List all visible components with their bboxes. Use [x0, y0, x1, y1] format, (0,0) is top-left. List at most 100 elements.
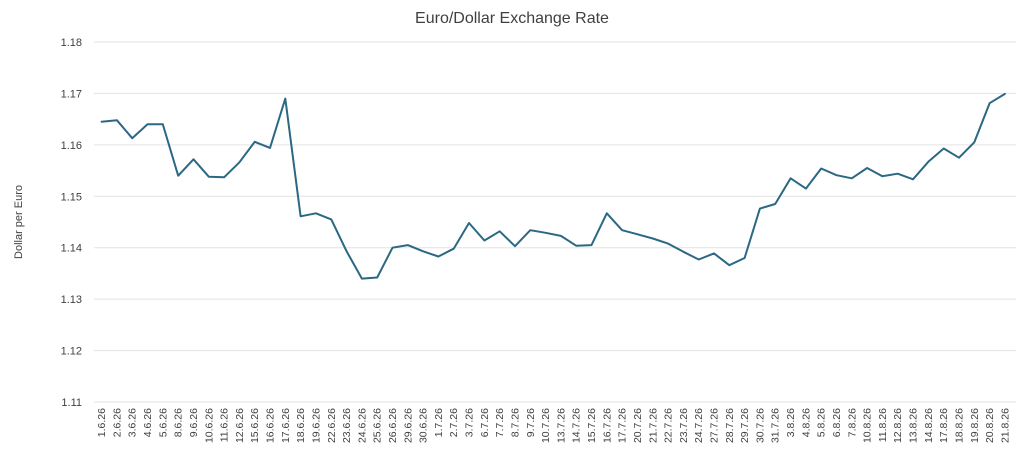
x-tick-label: 4.6.26: [142, 408, 154, 437]
data-point: [499, 230, 501, 232]
data-point: [652, 237, 654, 240]
x-tick-label: 4.8.26: [800, 408, 812, 437]
y-tick-label: 1.15: [61, 191, 82, 203]
x-tick-label: 9.6.26: [188, 408, 200, 437]
x-tick-label: 20.8.26: [984, 408, 996, 443]
data-point: [361, 278, 363, 280]
data-point: [407, 244, 409, 246]
data-point: [790, 177, 792, 179]
x-tick-label: 22.6.26: [326, 408, 338, 443]
x-tick-label: 10.6.26: [203, 408, 215, 443]
x-tick-label: 22.7.26: [663, 408, 675, 443]
x-tick-label: 17.7.26: [617, 408, 629, 443]
x-tick-label: 3.7.26: [464, 408, 476, 437]
data-point: [146, 123, 149, 125]
data-point: [897, 173, 899, 175]
data-point: [101, 121, 103, 123]
x-tick-label: 24.6.26: [356, 408, 368, 443]
x-tick-label: 16.7.26: [601, 408, 613, 443]
gridlines: [94, 41, 1016, 403]
data-point: [238, 161, 240, 163]
data-point: [468, 222, 470, 224]
data-point: [208, 176, 210, 178]
data-point: [621, 229, 623, 231]
y-tick-labels: 1.11 1.12 1.13 1.14 1.15 1.16 1.17 1.18: [61, 37, 82, 409]
x-tick-label: 18.8.26: [953, 408, 965, 443]
x-tick-label: 7.7.26: [494, 408, 506, 437]
data-point: [269, 147, 271, 149]
data-point: [713, 252, 715, 254]
data-point: [989, 102, 991, 104]
x-tick-label: 21.8.26: [999, 408, 1011, 443]
x-tick-label: 19.6.26: [310, 408, 322, 443]
data-point: [192, 158, 195, 160]
data-point: [346, 250, 348, 252]
x-tick-label: 17.6.26: [280, 408, 292, 443]
x-tick-label: 30.6.26: [418, 408, 430, 443]
x-tick-label: 21.7.26: [647, 408, 659, 443]
x-tick-label: 31.7.26: [770, 408, 782, 443]
x-tick-label: 6.7.26: [479, 408, 491, 437]
data-point: [376, 276, 378, 279]
x-tick-label: 5.8.26: [816, 408, 828, 437]
data-point: [330, 218, 332, 220]
data-point: [514, 245, 516, 247]
x-tick-label: 23.7.26: [678, 408, 690, 443]
data-point: [698, 258, 700, 261]
data-point: [820, 167, 822, 170]
x-tick-label: 12.8.26: [892, 408, 904, 443]
data-point: [851, 177, 853, 179]
x-tick-label: 1.6.26: [96, 408, 108, 437]
data-point: [453, 248, 455, 250]
y-tick-label: 1.16: [61, 140, 82, 152]
data-point: [300, 215, 302, 217]
x-tick-label: 10.7.26: [540, 408, 552, 443]
x-tick-label: 8.7.26: [509, 408, 521, 437]
data-point: [912, 178, 914, 180]
data-point: [131, 137, 133, 139]
x-tick-label: 2.7.26: [448, 408, 460, 437]
x-tick-label: 1.7.26: [433, 408, 445, 437]
data-point: [881, 175, 884, 177]
data-point: [943, 147, 945, 150]
data-point: [254, 141, 256, 143]
x-tick-label: 25.6.26: [372, 408, 384, 443]
data-point: [805, 188, 807, 190]
x-tick-label: 11.6.26: [219, 408, 231, 442]
data-point: [284, 98, 286, 100]
x-tick-label: 13.8.26: [908, 408, 920, 443]
x-tick-label: 10.8.26: [862, 408, 874, 443]
data-point: [162, 123, 164, 125]
x-tick-label: 16.6.26: [265, 408, 277, 443]
series-line: [100, 92, 1006, 280]
data-point: [422, 250, 424, 252]
y-tick-label: 1.12: [61, 346, 82, 358]
y-axis-label: Dollar per Euro: [13, 185, 25, 259]
data-point: [835, 174, 838, 176]
x-tick-label: 5.6.26: [157, 408, 169, 437]
x-tick-label: 24.7.26: [693, 408, 705, 443]
x-tick-label: 19.8.26: [969, 408, 981, 443]
x-tick-label: 15.7.26: [586, 408, 598, 443]
x-tick-label: 15.6.26: [249, 408, 261, 443]
data-point: [744, 257, 746, 259]
data-point: [315, 212, 317, 214]
x-tick-label: 12.6.26: [234, 408, 246, 443]
x-tick-label: 7.8.26: [846, 408, 858, 437]
data-point: [575, 245, 577, 247]
x-tick-label: 3.6.26: [127, 408, 139, 437]
series-layer: [100, 92, 1006, 280]
data-point: [437, 255, 439, 258]
x-tick-label: 29.6.26: [402, 408, 414, 443]
y-tick-label: 1.14: [61, 243, 82, 255]
data-point: [177, 175, 179, 177]
data-point: [728, 264, 730, 266]
x-tick-label: 13.7.26: [555, 408, 567, 443]
x-tick-label: 23.6.26: [341, 408, 353, 443]
x-tick-label: 14.7.26: [571, 408, 583, 443]
x-tick-label: 11.8.26: [877, 408, 889, 442]
x-tick-label: 27.7.26: [709, 408, 721, 443]
data-point: [223, 176, 225, 178]
x-tick-label: 18.6.26: [295, 408, 307, 443]
